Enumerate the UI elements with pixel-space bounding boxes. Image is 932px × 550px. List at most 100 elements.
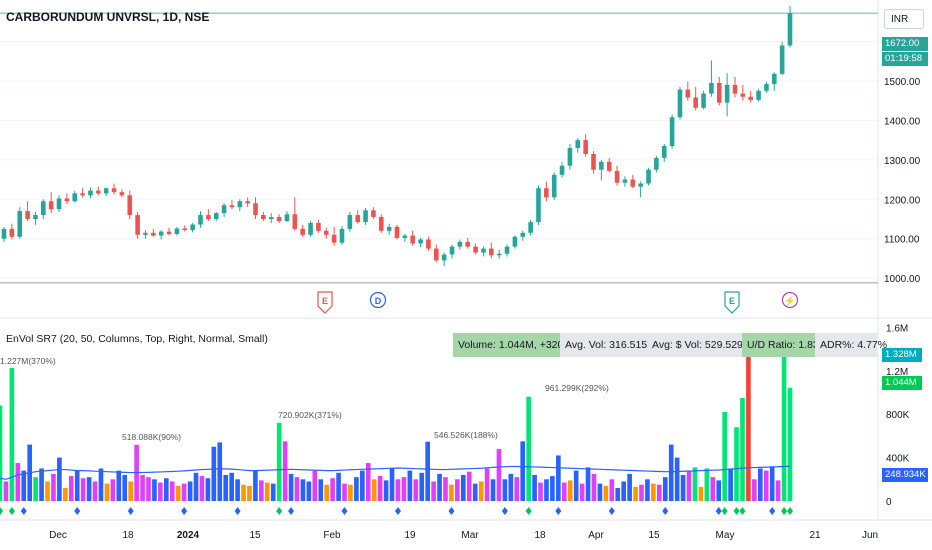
volume-bar bbox=[425, 441, 430, 501]
diamond-signal-down bbox=[394, 507, 401, 515]
candle bbox=[599, 159, 604, 181]
volume-bar bbox=[354, 477, 359, 501]
candle bbox=[787, 6, 793, 48]
diamond-signal-up bbox=[8, 507, 15, 515]
candle bbox=[135, 211, 140, 239]
candle bbox=[394, 224, 400, 240]
candle bbox=[363, 207, 368, 225]
diamond-signal-down bbox=[341, 507, 348, 515]
volume-bar bbox=[728, 468, 733, 501]
volume-bar bbox=[181, 483, 187, 501]
candle bbox=[347, 211, 353, 232]
volume-bar bbox=[235, 479, 240, 501]
candle bbox=[103, 187, 109, 197]
candle bbox=[48, 192, 54, 214]
volume-bar bbox=[686, 470, 692, 501]
candle bbox=[661, 144, 667, 162]
volume-bar bbox=[752, 479, 757, 501]
time-tick-label: 21 bbox=[809, 530, 821, 541]
svg-text:E: E bbox=[729, 296, 735, 306]
volume-bar bbox=[360, 470, 365, 501]
volume-bar bbox=[639, 484, 644, 501]
volume-bar bbox=[318, 479, 324, 501]
vol-annotation-3: 720.902K(371%) bbox=[278, 410, 342, 420]
price-tick-label: 1100.00 bbox=[884, 235, 920, 246]
volume-bar bbox=[68, 476, 74, 501]
volume-bar bbox=[520, 441, 526, 501]
candle bbox=[559, 161, 565, 178]
candle bbox=[496, 249, 502, 259]
volume-bar bbox=[455, 479, 460, 501]
volume-bar bbox=[116, 470, 122, 501]
vol-annotation-5: 961.299K(292%) bbox=[545, 383, 609, 393]
volume-bar bbox=[478, 481, 484, 501]
volume-bar bbox=[437, 473, 442, 501]
volume-bar bbox=[769, 466, 775, 501]
diamond-signal-up bbox=[0, 507, 3, 515]
volume-bar bbox=[57, 457, 62, 501]
candle bbox=[441, 252, 447, 267]
candle bbox=[127, 190, 133, 219]
time-tick-label: May bbox=[716, 530, 735, 541]
candle bbox=[331, 226, 337, 246]
svg-text:D: D bbox=[375, 296, 382, 306]
volume-bar bbox=[585, 467, 591, 501]
volume-bar bbox=[609, 479, 615, 501]
volume-bar bbox=[152, 479, 157, 501]
volume-bar bbox=[443, 477, 448, 501]
volume-bar bbox=[662, 477, 668, 501]
candle bbox=[174, 226, 180, 236]
candle bbox=[190, 222, 195, 233]
time-tick-label: Jun bbox=[862, 530, 878, 541]
volume-bar bbox=[74, 470, 80, 501]
volume-tick-label: 800K bbox=[886, 410, 910, 421]
indicator-title[interactable]: EnVol SR7 (20, 50, Columns, Top, Right, … bbox=[6, 333, 268, 345]
currency-selector[interactable]: INR bbox=[884, 9, 924, 29]
volume-bar bbox=[692, 467, 698, 501]
diamond-signal-down bbox=[448, 507, 455, 515]
volume-bar bbox=[104, 483, 110, 501]
volume-bar bbox=[306, 481, 312, 501]
candle bbox=[111, 183, 117, 195]
volume-bar bbox=[389, 468, 395, 501]
volume-bar bbox=[86, 477, 92, 501]
volume-bar bbox=[490, 479, 496, 501]
volume-bar bbox=[0, 405, 3, 501]
price-candles bbox=[1, 6, 793, 267]
candle bbox=[245, 197, 250, 208]
candle bbox=[630, 174, 636, 189]
volume-bar bbox=[645, 479, 650, 501]
time-axis-ticks[interactable]: Dec 18 2024 15 Feb 19 Mar 18 Apr 15 May 21 Jun bbox=[49, 530, 878, 541]
volume-bar bbox=[383, 480, 389, 501]
candle bbox=[9, 223, 15, 240]
diamond-signal-down bbox=[20, 507, 27, 515]
candle bbox=[481, 246, 486, 257]
volume-bar bbox=[526, 396, 531, 501]
candle bbox=[512, 235, 518, 249]
earnings-event-1[interactable]: E bbox=[317, 291, 333, 314]
candle bbox=[355, 210, 360, 224]
dividend-event[interactable]: D bbox=[369, 291, 387, 309]
volume-average-line bbox=[0, 465, 791, 480]
split-event-icon[interactable]: ⚡ bbox=[781, 291, 799, 309]
volume-bar bbox=[508, 473, 514, 501]
volume-bar bbox=[211, 446, 217, 501]
volume-bar bbox=[158, 482, 163, 501]
volume-bar bbox=[757, 468, 763, 501]
candle bbox=[182, 225, 188, 232]
volume-bar bbox=[288, 473, 294, 501]
candle bbox=[724, 73, 730, 117]
volume-bar bbox=[187, 481, 193, 501]
symbol-title[interactable]: CARBORUNDUM UNVRSL, 1D, NSE bbox=[6, 10, 210, 24]
diamond-signal-down bbox=[181, 507, 188, 515]
earnings-event-2[interactable]: E bbox=[724, 291, 740, 314]
volume-bar bbox=[330, 478, 335, 501]
candle bbox=[426, 236, 431, 251]
volume-bar bbox=[787, 387, 793, 501]
diamond-signal-down bbox=[555, 507, 562, 515]
volume-bar bbox=[9, 367, 15, 501]
diamond-signal-up bbox=[787, 507, 793, 515]
volume-bar bbox=[229, 472, 234, 501]
